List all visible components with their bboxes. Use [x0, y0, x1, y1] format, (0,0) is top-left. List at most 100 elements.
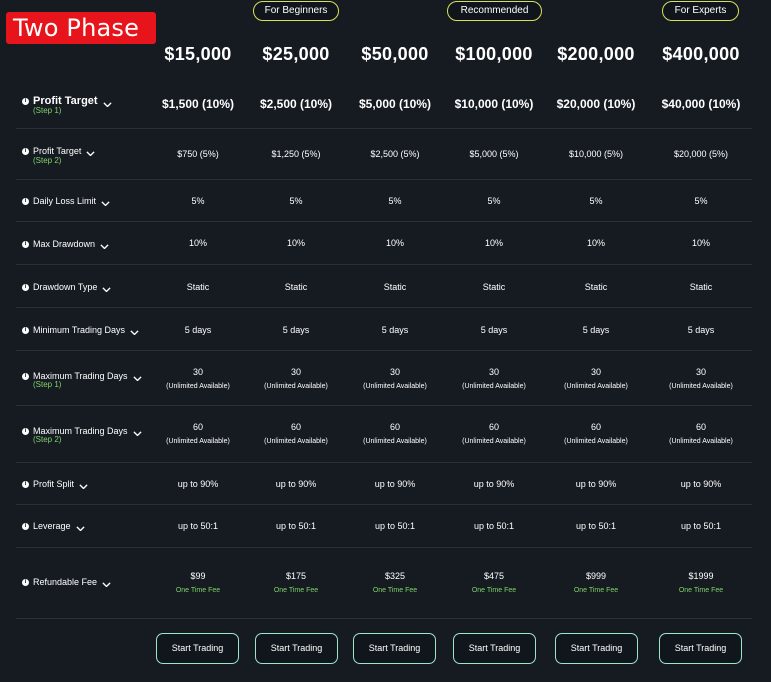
row-divider	[16, 462, 752, 463]
row-label-4[interactable]: i Drawdown Type	[22, 282, 111, 293]
table-cell-note: (Unlimited Available)	[462, 383, 526, 390]
row-step-label: (Step 1)	[33, 106, 62, 115]
table-cell: $175	[285, 571, 307, 581]
row-step-label: (Step 2)	[33, 435, 62, 444]
table-cell: up to 50:1	[177, 521, 219, 531]
info-icon[interactable]: i	[22, 326, 29, 334]
start-trading-button-50k[interactable]: Start Trading	[353, 633, 436, 664]
row-label-8[interactable]: i Profit Split	[22, 479, 88, 490]
chevron-down-icon[interactable]	[86, 148, 95, 157]
table-cell: $1,250 (5%)	[271, 149, 321, 159]
phase-badge[interactable]: Two Phase	[6, 12, 156, 44]
table-cell-note: (Unlimited Available)	[564, 383, 628, 390]
row-divider	[16, 264, 752, 265]
row-label-text: Refundable Fee	[33, 577, 98, 587]
table-cell: $10,000 (5%)	[568, 149, 624, 159]
info-icon[interactable]: i	[22, 283, 29, 291]
row-divider	[16, 405, 752, 406]
info-icon[interactable]: i	[22, 522, 29, 530]
table-cell: $475	[483, 571, 505, 581]
table-cell: 5 days	[480, 325, 508, 335]
table-cell: up to 90%	[473, 479, 515, 489]
chevron-down-icon[interactable]	[101, 198, 110, 207]
row-divider	[16, 547, 752, 548]
chevron-down-icon[interactable]	[102, 284, 111, 293]
chevron-down-icon[interactable]	[103, 98, 112, 108]
row-step-label: (Step 1)	[33, 380, 62, 389]
row-label-7[interactable]: i Maximum Trading Days	[22, 426, 142, 437]
chevron-down-icon[interactable]	[100, 241, 109, 250]
table-cell: $40,000 (10%)	[661, 97, 741, 111]
chevron-down-icon[interactable]	[132, 428, 142, 437]
table-cell: 5%	[694, 196, 708, 206]
info-icon[interactable]: i	[22, 97, 29, 105]
table-cell-note: (Unlimited Available)	[363, 383, 427, 390]
row-label-text: Daily Loss Limit	[33, 196, 97, 206]
row-label-text: Profit Target	[33, 95, 98, 107]
info-icon[interactable]: i	[22, 147, 29, 155]
chevron-down-icon[interactable]	[102, 579, 111, 588]
info-icon[interactable]: i	[22, 480, 29, 488]
table-cell: 10%	[691, 238, 710, 248]
info-icon[interactable]: i	[22, 197, 29, 205]
row-label-6[interactable]: i Maximum Trading Days	[22, 371, 142, 382]
table-cell: $1,500 (10%)	[161, 97, 235, 111]
table-cell-note: (Unlimited Available)	[363, 438, 427, 445]
table-cell: 5%	[589, 196, 603, 206]
info-icon[interactable]: i	[22, 240, 29, 248]
row-divider	[16, 618, 752, 619]
account-size-50k: $50,000	[361, 44, 429, 64]
start-trading-button-400k[interactable]: Start Trading	[659, 633, 742, 664]
row-label-text: Drawdown Type	[33, 282, 98, 292]
table-cell: Static	[383, 282, 407, 292]
row-label-text: Profit Split	[33, 479, 75, 489]
table-cell: $325	[384, 571, 406, 581]
info-icon[interactable]: i	[22, 427, 29, 435]
row-label-text: Leverage	[33, 521, 71, 531]
row-divider	[16, 179, 752, 180]
row-label-text: Profit Target	[33, 146, 82, 156]
start-trading-button-15k[interactable]: Start Trading	[156, 633, 239, 664]
table-cell-note: One Time Fee	[175, 587, 221, 594]
chevron-down-icon[interactable]	[132, 373, 142, 382]
info-icon[interactable]: i	[22, 578, 29, 586]
table-cell: 10%	[484, 238, 503, 248]
table-cell-note: (Unlimited Available)	[264, 438, 328, 445]
row-label-10[interactable]: i Refundable Fee	[22, 577, 111, 588]
table-cell: up to 90%	[177, 479, 219, 489]
row-divider	[16, 350, 752, 351]
row-divider	[16, 128, 752, 129]
table-cell: 10%	[188, 238, 207, 248]
row-label-text: Maximum Trading Days	[33, 426, 128, 436]
row-label-5[interactable]: i Minimum Trading Days	[22, 325, 139, 336]
row-label-9[interactable]: i Leverage	[22, 521, 85, 532]
table-cell-note: (Unlimited Available)	[564, 438, 628, 445]
table-cell: $2,500 (5%)	[370, 149, 420, 159]
row-label-3[interactable]: i Max Drawdown	[22, 239, 109, 250]
table-cell-note: One Time Fee	[573, 587, 619, 594]
table-cell: $5,000 (10%)	[358, 97, 432, 111]
table-cell: 5 days	[381, 325, 409, 335]
table-cell: 10%	[286, 238, 305, 248]
row-label-2[interactable]: i Daily Loss Limit	[22, 196, 110, 207]
row-label-0[interactable]: i Profit Target	[22, 95, 112, 108]
chevron-down-icon[interactable]	[130, 327, 139, 336]
table-cell: up to 90%	[374, 479, 416, 489]
start-trading-button-200k[interactable]: Start Trading	[555, 633, 638, 664]
start-trading-button-100k[interactable]: Start Trading	[453, 633, 536, 664]
start-trading-button-25k[interactable]: Start Trading	[255, 633, 338, 664]
tag-for-experts: For Experts	[662, 1, 739, 21]
table-cell: $5,000 (5%)	[469, 149, 519, 159]
table-cell: 5%	[191, 196, 205, 206]
row-divider	[16, 221, 752, 222]
chevron-down-icon[interactable]	[79, 481, 88, 490]
table-cell: Static	[186, 282, 210, 292]
chevron-down-icon[interactable]	[75, 523, 85, 532]
row-label-1[interactable]: i Profit Target	[22, 146, 95, 157]
table-cell: 30	[192, 367, 203, 377]
info-icon[interactable]: i	[22, 372, 29, 380]
table-cell: $2,500 (10%)	[259, 97, 333, 111]
table-cell: Static	[689, 282, 713, 292]
table-cell: 5 days	[184, 325, 212, 335]
table-cell: up to 90%	[275, 479, 317, 489]
